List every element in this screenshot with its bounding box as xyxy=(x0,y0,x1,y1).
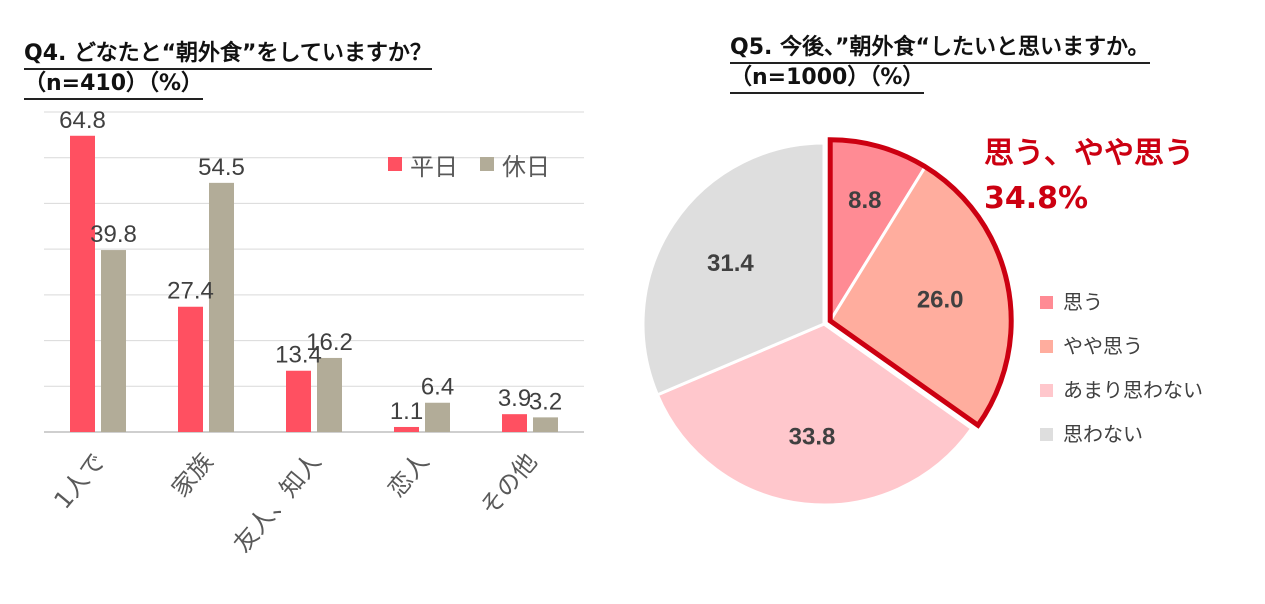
pie-value-labels: 8.8 26.0 33.8 31.4 xyxy=(707,187,963,451)
bar-category-label: その他 xyxy=(475,448,543,521)
pie-chart-title: Q5. 今後、”朝外食“したいと思いますか。 （n=1000）（%） xyxy=(730,34,1150,94)
pie-slice-2 xyxy=(655,322,974,507)
bar-weekday-3 xyxy=(394,426,419,432)
bar-weekday-4 xyxy=(502,414,527,432)
pie-legend-swatch xyxy=(1040,340,1053,353)
pie-legend-label: あまり思わない xyxy=(1063,378,1203,402)
pie-value-label: 8.8 xyxy=(848,187,881,214)
bar-holiday-2 xyxy=(317,357,342,432)
pie-legend-swatch xyxy=(1040,384,1053,397)
bar-chart-subtitle: （n=410）（%） xyxy=(24,70,204,100)
bar-chart-title: Q4. どなたと“朝外食”をしていますか？ （n=410）（%） xyxy=(24,40,432,100)
pie-chart-subtitle: （n=1000）（%） xyxy=(730,64,925,94)
bar-holiday-1 xyxy=(209,182,234,432)
bar-legend-label: 平日 xyxy=(410,153,458,181)
bar-holiday-3 xyxy=(425,402,450,432)
bar-category-label: 1人で xyxy=(48,448,110,514)
bar-weekday-0 xyxy=(70,135,95,432)
pie-highlight-label: 思う、やや思う xyxy=(984,136,1194,171)
bar-value-label: 3.2 xyxy=(529,388,562,415)
bar-legend-swatch xyxy=(388,157,402,171)
bar-value-label: 64.8 xyxy=(59,107,106,134)
bar-value-label: 13.4 xyxy=(275,342,322,369)
pie-legend-label: 思う xyxy=(1063,290,1103,314)
bar-holiday-4 xyxy=(533,417,558,432)
bar-value-label: 6.4 xyxy=(421,374,454,401)
pie-slices xyxy=(641,138,1013,507)
bar-holiday-0 xyxy=(101,250,126,432)
pie-highlight-outline xyxy=(827,137,1014,429)
bar-category-label: 友人、知人 xyxy=(228,448,327,558)
pie-legend-swatch xyxy=(1040,428,1053,441)
pie-value-label: 26.0 xyxy=(917,286,964,313)
bar-legend-swatch xyxy=(480,157,494,171)
bar-value-label: 1.1 xyxy=(390,398,423,425)
bar-value-label: 3.9 xyxy=(498,385,531,412)
bar-weekday-2 xyxy=(286,370,311,432)
pie-value-label: 31.4 xyxy=(707,250,754,277)
bar-legend-label: 休日 xyxy=(502,153,550,181)
bar-marks xyxy=(70,135,558,432)
pie-slice-3 xyxy=(641,141,826,397)
bar-legend: 平日 休日 xyxy=(388,153,550,181)
pie-value-label: 33.8 xyxy=(789,424,836,451)
pie-highlight-value: 34.8% xyxy=(984,181,1088,216)
bar-category-label: 恋人 xyxy=(382,448,434,503)
bar-chart-title-text: Q4. どなたと“朝外食”をしていますか？ xyxy=(24,40,432,70)
bar-weekday-1 xyxy=(178,306,203,432)
pie-highlight xyxy=(827,137,1014,429)
pie-legend-label: 思わない xyxy=(1063,422,1143,446)
bar-value-label: 16.2 xyxy=(306,329,353,356)
pie-legend-label: やや思う xyxy=(1063,334,1143,358)
pie-legend-swatch xyxy=(1040,296,1053,309)
bar-value-labels: 64.8 39.8 27.4 54.5 13.416.2 1.16.4 3.93.2 xyxy=(59,107,562,425)
bar-value-label: 27.4 xyxy=(167,278,214,305)
bar-category-labels: 1人で 家族 友人、知人 恋人 その他 xyxy=(48,448,542,558)
bar-value-label: 39.8 xyxy=(90,221,137,248)
pie-chart-title-text: Q5. 今後、”朝外食“したいと思いますか。 xyxy=(730,34,1150,64)
bar-value-label: 54.5 xyxy=(198,154,245,181)
bar-category-label: 家族 xyxy=(166,448,218,503)
